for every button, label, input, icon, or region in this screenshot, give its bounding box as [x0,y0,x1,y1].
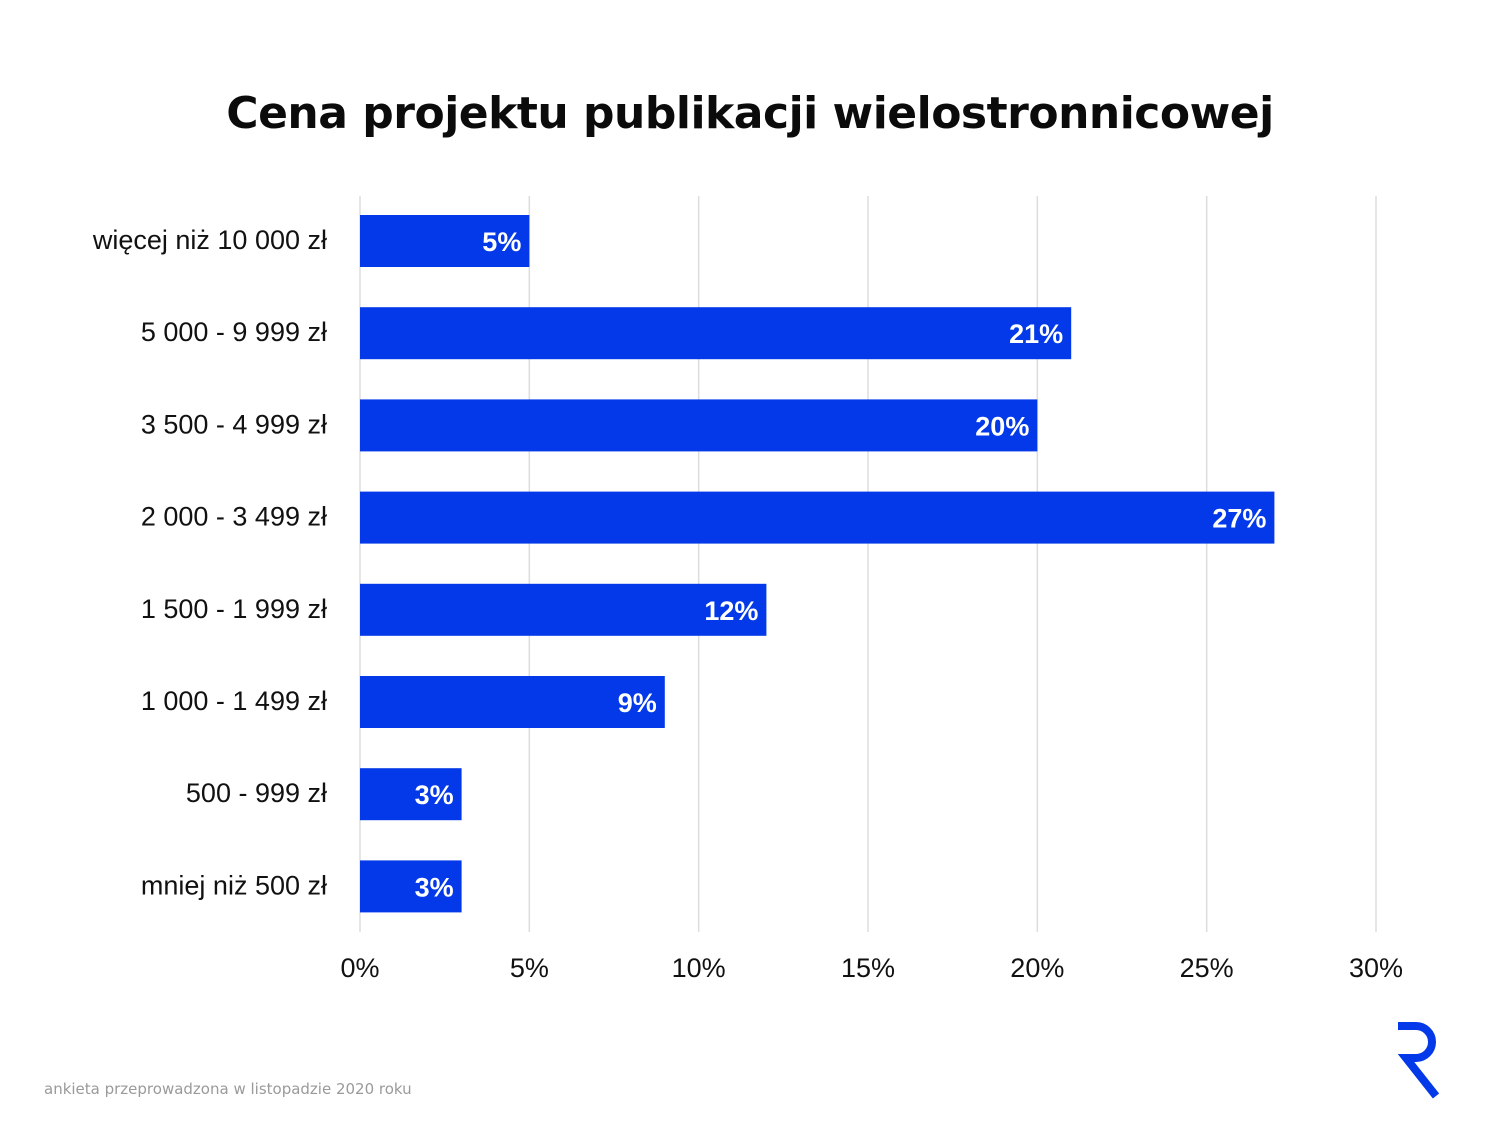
bar-value-label: 3% [415,872,454,902]
category-label: 1 000 - 1 499 zł [141,686,327,716]
category-label: 1 500 - 1 999 zł [141,594,327,624]
bar-value-label: 9% [618,688,657,718]
bar-value-label: 5% [482,227,521,257]
survey-footnote: ankieta przeprowadzona w listopadzie 202… [44,1080,412,1098]
x-tick-label: 25% [1180,953,1234,983]
x-axis-tick-labels: 0% 5% 10% 15% 20% 25% 30% [340,953,1403,983]
bar [360,491,1275,544]
category-label: 3 500 - 4 999 zł [141,409,327,439]
bar-value-label: 12% [704,596,758,626]
r-logo-icon [1397,1022,1440,1099]
category-label: mniej niż 500 zł [141,870,327,900]
bar-value-label: 21% [1009,319,1063,349]
gridlines [359,196,1377,932]
x-tick-label: 0% [340,953,379,983]
category-label: 5 000 - 9 999 zł [141,317,327,347]
bar-value-label: 20% [975,411,1029,441]
bar-value-label: 27% [1212,504,1266,534]
x-tick-label: 20% [1010,953,1064,983]
x-tick-label: 10% [672,953,726,983]
bar [360,215,530,267]
bar [360,399,1038,452]
bar-value-label: 3% [415,780,454,810]
category-labels: więcej niż 10 000 zł 5 000 - 9 999 zł 3 50… [92,225,327,900]
x-tick-label: 15% [841,953,895,983]
bar [360,583,767,636]
bars: 5% 21% 20% 27% 12% 9% 3% 3% [360,215,1275,913]
bar [360,676,665,728]
x-tick-label: 30% [1349,953,1403,983]
bar [360,768,462,821]
bar [360,307,1072,360]
bar [360,860,462,913]
category-label: więcej niż 10 000 zł [92,225,327,255]
x-tick-label: 5% [510,953,549,983]
category-label: 2 000 - 3 499 zł [141,502,327,532]
category-label: 500 - 999 zł [186,778,327,808]
chart-title: Cena projektu publikacji wielostronnicow… [226,88,1274,139]
